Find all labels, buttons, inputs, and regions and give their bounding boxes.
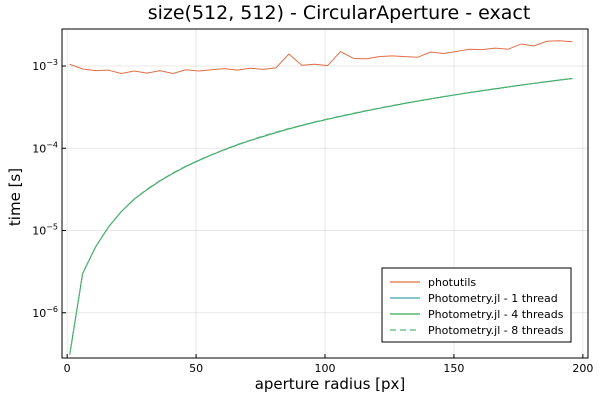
y-tick-label: 10−3 (32, 58, 58, 73)
x-tick-label: 50 (189, 362, 203, 375)
series-layer (69, 40, 573, 355)
legend: photutils Photometry.jl - 1 thread Photome… (381, 267, 572, 343)
y-tick-label: 10−5 (32, 223, 58, 238)
legend-label: Photometry.jl - 1 thread (428, 292, 558, 305)
x-tick-label: 150 (443, 362, 464, 375)
legend-label: Photometry.jl - 4 threads (428, 308, 564, 321)
x-tick-label: 0 (64, 362, 71, 375)
y-tick-label: 10−4 (32, 140, 58, 155)
x-axis-label: aperture radius [px] (255, 375, 406, 393)
legend-label: Photometry.jl - 8 threads (428, 324, 564, 337)
y-axis-label: time [s] (6, 168, 24, 226)
series-line-1 (69, 40, 573, 75)
x-axis-ticks: 0 50 100 150 200 (64, 354, 593, 375)
legend-label: photutils (428, 276, 476, 289)
y-axis-ticks: 10−3 10−4 10−5 10−6 (32, 58, 66, 320)
x-tick-label: 100 (315, 362, 336, 375)
series-line-3 (69, 78, 573, 355)
x-tick-label: 200 (572, 362, 593, 375)
chart-title: size(512, 512) - CircularAperture - exac… (148, 2, 531, 24)
y-tick-label: 10−6 (32, 305, 58, 320)
